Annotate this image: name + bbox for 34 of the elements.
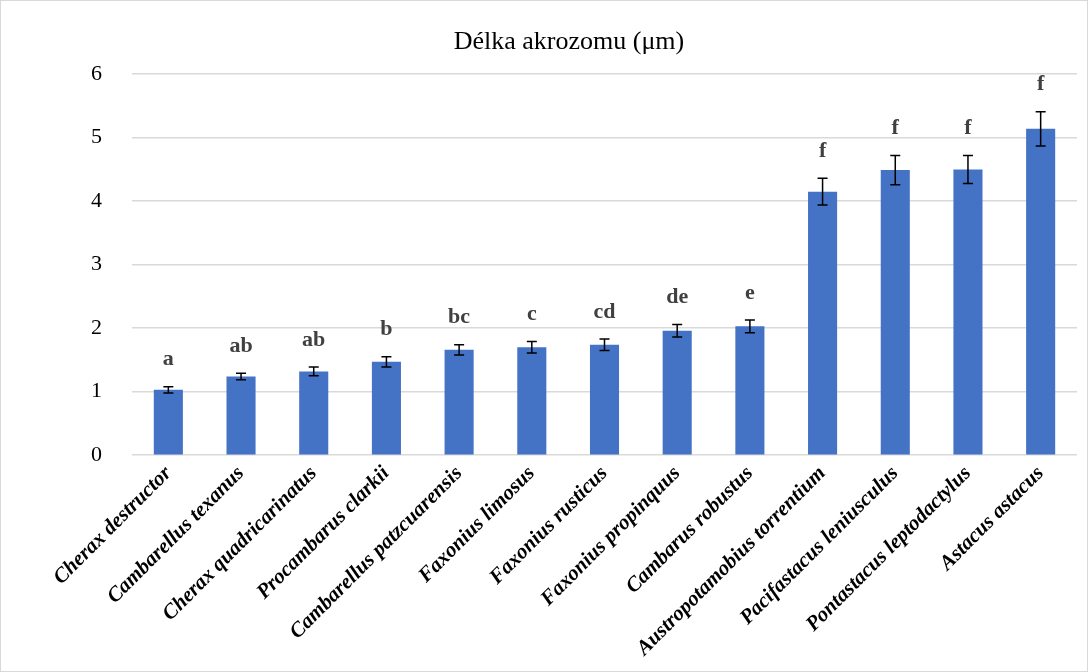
- data-label: f: [818, 137, 827, 163]
- y-tick-label: 6: [91, 59, 102, 85]
- bar: [153, 389, 183, 455]
- bar: [589, 344, 620, 455]
- data-label: f: [964, 114, 973, 140]
- data-label: bc: [448, 303, 471, 329]
- bar: [226, 376, 256, 455]
- y-tick-label: 5: [91, 123, 102, 149]
- data-label: f: [1036, 70, 1045, 96]
- y-tick-label: 2: [91, 313, 102, 339]
- data-label: f: [891, 114, 900, 140]
- data-label: de: [666, 283, 689, 309]
- bar: [371, 361, 401, 455]
- chart-title: Délka akrozomu (μm): [453, 26, 685, 56]
- bar: [662, 330, 692, 455]
- bar: [880, 170, 910, 455]
- bar: [808, 191, 838, 455]
- bar: [735, 326, 765, 455]
- bar: [953, 169, 983, 455]
- bar: [299, 371, 329, 455]
- y-tick-label: 3: [91, 250, 102, 276]
- data-label: cd: [593, 297, 616, 323]
- data-label: e: [745, 278, 755, 304]
- data-label: b: [380, 315, 393, 341]
- data-label: ab: [229, 331, 253, 357]
- bar: [517, 347, 547, 455]
- data-label: c: [526, 300, 537, 326]
- y-tick-label: 1: [91, 377, 102, 403]
- bar: [1026, 128, 1056, 455]
- y-tick-label: 4: [91, 186, 102, 212]
- data-label: ab: [302, 325, 326, 351]
- y-tick-label: 0: [91, 441, 102, 466]
- data-label: a: [162, 345, 174, 371]
- bar: [444, 349, 474, 455]
